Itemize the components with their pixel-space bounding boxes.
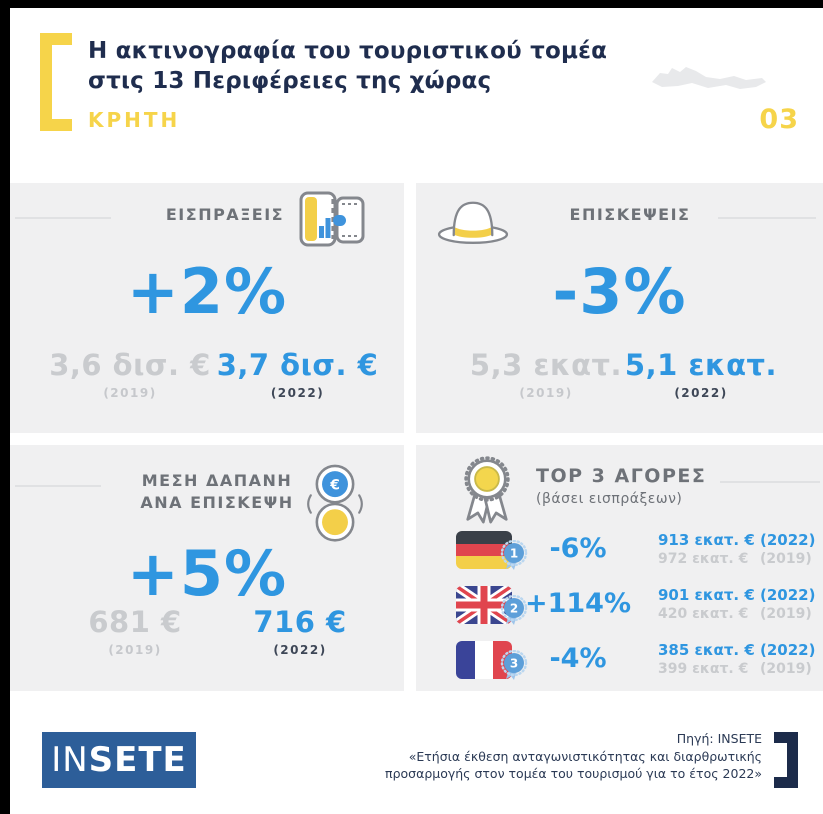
visits-prev-block: 5,3 εκατ. (2019) <box>446 348 646 400</box>
svg-text:2: 2 <box>510 602 518 616</box>
close-bracket-decoration <box>768 732 798 788</box>
avg-curr-block: 716 € (2022) <box>200 605 400 657</box>
avg-prev-value: 681 € <box>88 605 182 639</box>
card-average-spend: ΜΕΣΗ ΔΑΠΑΝΗ ΑΝΑ ΕΠΙΣΚΕΨΗ € +5% 681 € (20… <box>10 445 404 691</box>
divider <box>15 485 101 487</box>
germany-curr-year: (2022) <box>760 531 816 549</box>
uk-prev-year: (2019) <box>760 606 812 622</box>
euro-coins-icon: € <box>307 464 363 542</box>
crete-island-silhouette-icon <box>652 67 766 89</box>
svg-text:1: 1 <box>510 547 518 561</box>
uk-change-value: +114% <box>524 588 632 619</box>
card-top-markets: TOP 3 ΑΓΟΡΕΣ (βάσει εισπράξεων) <box>416 445 823 691</box>
germany-values: 913 εκατ. € 972 εκατ. € <box>658 531 755 569</box>
avg-spend-change-value: +5% <box>126 537 288 610</box>
visits-prev-value: 5,3 εκατ. <box>469 348 623 382</box>
avg-prev-block: 681 € (2019) <box>35 605 235 657</box>
insete-logo: IN SETE <box>42 732 196 788</box>
market-row-germany: 1 -6% 913 εκατ. € 972 εκατ. € (2022) (20… <box>416 528 823 578</box>
receipts-prev-value: 3,6 δισ. € <box>49 348 211 382</box>
card-visits-title: ΕΠΙΣΚΕΨΕΙΣ <box>569 205 691 224</box>
region-label: ΚΡΗΤΗ <box>88 108 181 132</box>
card-receipts: ΕΙΣΠΡΑΞΕΙΣ +2% 3,6 δισ. € (2019) 3,7 δισ… <box>10 183 404 433</box>
source-line3: προσαρμογής στον τομέα του τουρισμού για… <box>385 766 762 781</box>
visits-curr-value: 5,1 εκατ. <box>624 348 778 382</box>
rank-2-badge-icon: 2 <box>500 595 528 625</box>
visits-curr-year: (2022) <box>674 386 728 400</box>
page-title: Η ακτινογραφία του τουριστικού τομέα στι… <box>88 36 607 96</box>
market-row-france: 3 -4% 385 εκατ. € 399 εκατ. € (2022) (20… <box>416 638 823 688</box>
avg-curr-value: 716 € <box>253 605 347 639</box>
avg-curr-year: (2022) <box>273 643 327 657</box>
source-citation: Πηγή: INSETE «Ετήσια έκθεση ανταγωνιστικ… <box>332 730 762 783</box>
uk-curr-value: 901 εκατ. € <box>658 586 755 604</box>
germany-years: (2022) (2019) <box>760 531 815 569</box>
page-title-line2: στις 13 Περιφέρειες της χώρας <box>88 68 492 94</box>
rank-3-badge-icon: 3 <box>500 650 528 680</box>
insete-logo-in: IN <box>51 740 89 780</box>
top-markets-title: TOP 3 ΑΓΟΡΕΣ <box>536 465 707 487</box>
france-years: (2022) (2019) <box>760 641 815 679</box>
top-markets-subtitle: (βάσει εισπράξεων) <box>536 491 683 507</box>
svg-text:€: € <box>329 477 340 493</box>
france-prev-value: 399 εκατ. € <box>658 661 749 677</box>
france-prev-year: (2019) <box>760 661 812 677</box>
page-number: 03 <box>759 104 799 135</box>
page-title-line1: Η ακτινογραφία του τουριστικού τομέα <box>88 38 608 64</box>
source-line2: «Ετήσια έκθεση ανταγωνιστικότητας και δι… <box>408 748 762 764</box>
receipts-curr-year: (2022) <box>270 386 325 400</box>
card-visits: ΕΠΙΣΚΕΨΕΙΣ -3% 5,3 εκατ. (2019) 5,1 εκατ… <box>416 183 823 433</box>
germany-change-value: -6% <box>549 533 607 564</box>
infographic-page: Η ακτινογραφία του τουριστικού τομέα στι… <box>10 8 823 814</box>
card-average-spend-title: ΜΕΣΗ ΔΑΠΑΝΗ ΑΝΑ ΕΠΙΣΚΕΨΗ <box>67 470 367 514</box>
visits-prev-year: (2019) <box>519 386 573 400</box>
card-payment-icon <box>299 191 365 247</box>
avg-title-line2: ΑΝΑ ΕΠΙΣΚΕΨΗ <box>140 493 294 512</box>
sun-hat-icon <box>437 201 509 244</box>
uk-flag-icon <box>456 586 512 624</box>
uk-values: 901 εκατ. € 420 εκατ. € <box>658 586 755 624</box>
avg-prev-year: (2019) <box>108 643 162 657</box>
uk-curr-year: (2022) <box>760 586 816 604</box>
visits-change-value: -3% <box>552 255 687 328</box>
divider <box>15 217 111 219</box>
receipts-curr-value: 3,7 δισ. € <box>216 348 379 382</box>
receipts-prev-block: 3,6 δισ. € (2019) <box>30 348 230 400</box>
open-bracket-decoration <box>40 33 72 131</box>
rank-1-badge-icon: 1 <box>500 540 528 570</box>
receipts-curr-block: 3,7 δισ. € (2022) <box>200 348 395 400</box>
svg-text:3: 3 <box>510 657 518 671</box>
source-line1: Πηγή: INSETE <box>676 731 762 746</box>
avg-title-line1: ΜΕΣΗ ΔΑΠΑΝΗ <box>141 471 293 490</box>
insete-logo-sete: SETE <box>88 740 187 780</box>
award-medal-icon <box>464 456 510 524</box>
receipts-change-value: +2% <box>126 255 288 328</box>
card-receipts-title: ΕΙΣΠΡΑΞΕΙΣ <box>165 205 285 224</box>
france-change-value: -4% <box>549 643 607 674</box>
germany-prev-value: 972 εκατ. € <box>658 551 749 567</box>
uk-prev-value: 420 εκατ. € <box>658 606 749 622</box>
uk-years: (2022) (2019) <box>760 586 815 624</box>
france-values: 385 εκατ. € 399 εκατ. € <box>658 641 755 679</box>
germany-flag-icon <box>456 531 512 569</box>
divider <box>720 481 820 483</box>
visits-curr-block: 5,1 εκατ. (2022) <box>601 348 801 400</box>
market-row-uk: 2 +114% 901 εκατ. € 420 εκατ. € (2022) (… <box>416 583 823 633</box>
germany-curr-value: 913 εκατ. € <box>658 531 755 549</box>
france-curr-value: 385 εκατ. € <box>658 641 755 659</box>
germany-prev-year: (2019) <box>760 551 812 567</box>
france-curr-year: (2022) <box>760 641 816 659</box>
receipts-prev-year: (2019) <box>103 386 157 400</box>
divider <box>718 217 816 219</box>
stat-cards-grid: ΕΙΣΠΡΑΞΕΙΣ +2% 3,6 δισ. € (2019) 3,7 δισ… <box>10 183 823 691</box>
